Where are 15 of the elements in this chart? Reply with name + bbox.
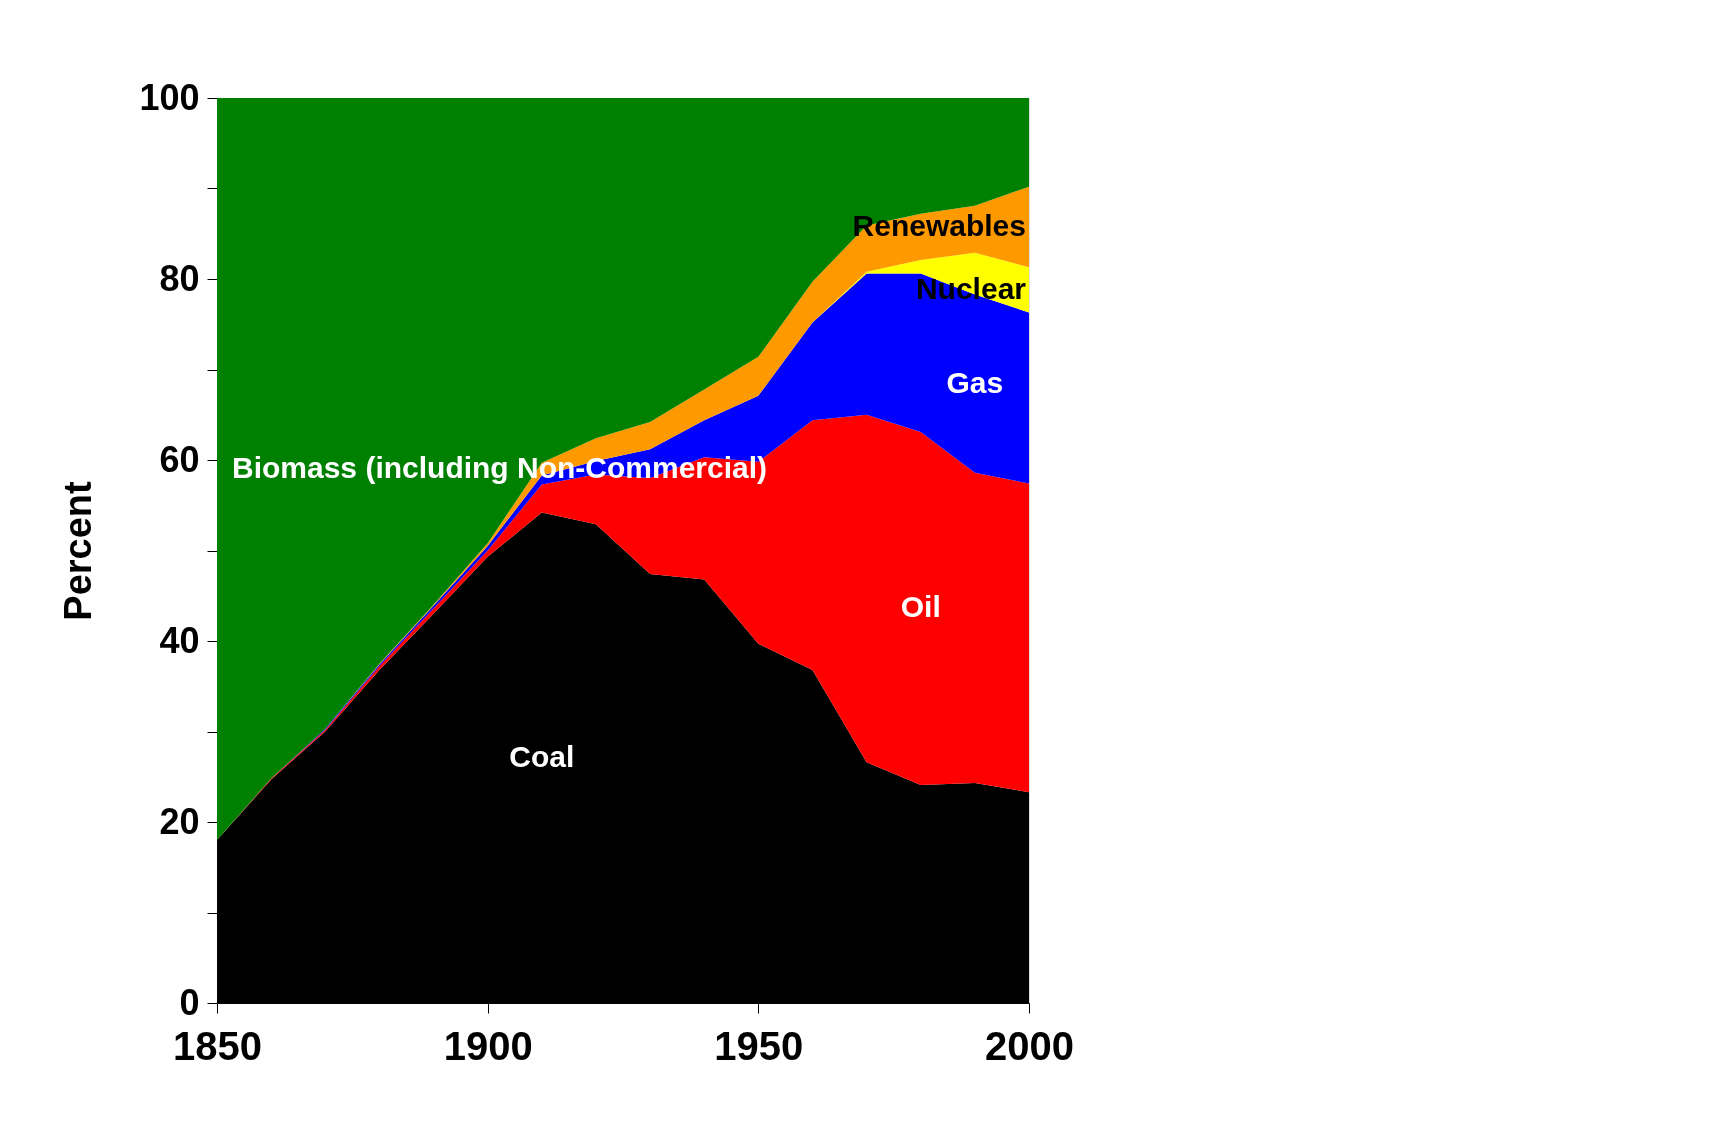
y-tick-label: 20 bbox=[159, 800, 200, 842]
x-tick-label: 1950 bbox=[714, 1023, 804, 1068]
x-tick-label: 1900 bbox=[443, 1023, 533, 1068]
x-tick-label: 1850 bbox=[173, 1023, 262, 1068]
y-tick-label: 40 bbox=[159, 619, 200, 661]
y-tick-label: 80 bbox=[159, 257, 200, 299]
series-label: Coal bbox=[509, 739, 575, 773]
series-label: Gas bbox=[946, 365, 1004, 399]
y-axis-title: Percent bbox=[57, 480, 100, 621]
series-label: Oil bbox=[900, 590, 941, 624]
x-tick-label: 2000 bbox=[985, 1023, 1074, 1068]
y-tick-label: 100 bbox=[139, 76, 200, 118]
series-label: Biomass (including Non-Commercial) bbox=[232, 451, 768, 485]
y-tick-label: 60 bbox=[159, 438, 200, 480]
y-tick-label: 0 bbox=[179, 981, 200, 1023]
